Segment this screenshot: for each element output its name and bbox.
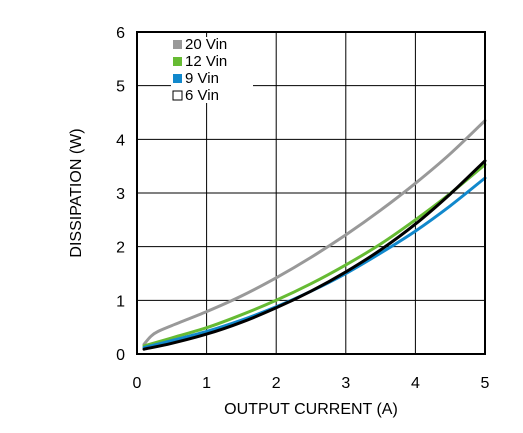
- legend-swatch: [173, 57, 182, 66]
- grid: [137, 32, 485, 354]
- legend-label: 20 Vin: [185, 36, 227, 53]
- y-axis-title: DISSIPATION (W): [68, 128, 85, 257]
- y-tick-label: 3: [116, 186, 125, 203]
- y-tick-label: 5: [116, 79, 125, 96]
- y-tick-label: 1: [116, 293, 125, 310]
- series-line-9-vin: [142, 176, 487, 350]
- legend-label: 9 Vin: [185, 70, 219, 87]
- x-tick-label: 3: [341, 375, 350, 392]
- series-lines: [142, 119, 487, 351]
- legend-swatch: [172, 90, 183, 101]
- series-line-12-vin: [142, 163, 487, 348]
- y-tick-label: 4: [116, 132, 125, 149]
- x-tick-label: 5: [481, 375, 490, 392]
- legend-label: 12 Vin: [185, 53, 227, 70]
- legend-label: 6 Vin: [185, 87, 219, 104]
- y-tick-label: 0: [116, 347, 125, 364]
- y-axis-ticks: 0 1 2 3 4 5 6: [116, 25, 125, 364]
- x-tick-label: 1: [202, 375, 211, 392]
- x-tick-label: 2: [272, 375, 281, 392]
- x-axis-ticks: 0 1 2 3 4 5: [133, 375, 490, 392]
- legend-background: [171, 37, 253, 103]
- x-tick-label: 0: [133, 375, 142, 392]
- legend-swatch: [173, 40, 182, 49]
- x-tick-label: 4: [411, 375, 420, 392]
- series-line-6-vin: [142, 159, 487, 351]
- x-axis-title: OUTPUT CURRENT (A): [224, 401, 398, 418]
- y-tick-label: 6: [116, 25, 125, 42]
- plot-frame: [136, 31, 486, 355]
- legend-swatch: [173, 74, 182, 83]
- series-line-20-vin: [142, 119, 487, 346]
- y-tick-label: 2: [116, 240, 125, 257]
